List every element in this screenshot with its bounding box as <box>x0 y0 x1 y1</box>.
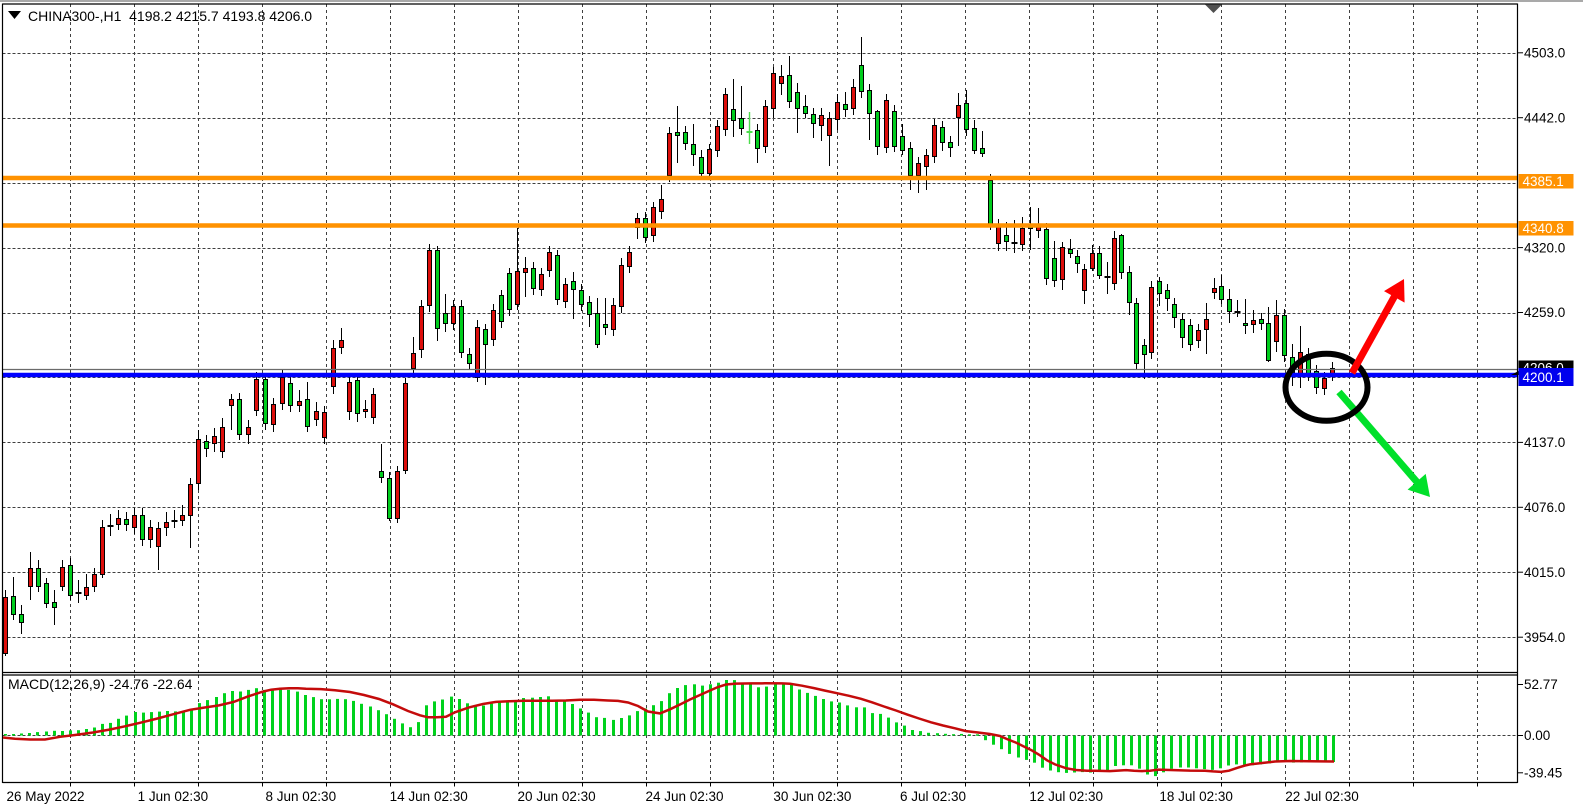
svg-text:MACD(12,26,9) -24.76 -22.64: MACD(12,26,9) -24.76 -22.64 <box>8 676 193 692</box>
svg-text:1 Jun 02:30: 1 Jun 02:30 <box>138 789 209 804</box>
svg-text:52.77: 52.77 <box>1524 677 1558 692</box>
svg-text:30 Jun 02:30: 30 Jun 02:30 <box>773 789 851 804</box>
svg-text:24 Jun 02:30: 24 Jun 02:30 <box>645 789 723 804</box>
svg-text:4503.0: 4503.0 <box>1524 46 1565 61</box>
svg-text:3954.0: 3954.0 <box>1524 630 1565 645</box>
svg-text:12 Jul 02:30: 12 Jul 02:30 <box>1029 789 1103 804</box>
svg-text:8 Jun 02:30: 8 Jun 02:30 <box>266 789 337 804</box>
svg-text:0.00: 0.00 <box>1524 728 1550 743</box>
svg-text:4200.1: 4200.1 <box>1523 370 1564 385</box>
svg-text:4259.0: 4259.0 <box>1524 305 1565 320</box>
svg-text:6 Jul 02:30: 6 Jul 02:30 <box>900 789 966 804</box>
svg-text:4340.8: 4340.8 <box>1523 221 1564 236</box>
svg-text:26 May 2022: 26 May 2022 <box>6 789 84 804</box>
svg-text:22 Jul 02:30: 22 Jul 02:30 <box>1285 789 1359 804</box>
svg-text:18 Jul 02:30: 18 Jul 02:30 <box>1159 789 1233 804</box>
svg-text:4076.0: 4076.0 <box>1524 500 1565 515</box>
svg-text:CHINA300-,H1 4198.2 4215.7 41: CHINA300-,H1 4198.2 4215.7 4193.8 4206.0 <box>28 8 312 24</box>
svg-text:4320.0: 4320.0 <box>1524 240 1565 255</box>
svg-text:4137.0: 4137.0 <box>1524 435 1565 450</box>
svg-text:4442.0: 4442.0 <box>1524 110 1565 125</box>
svg-text:4015.0: 4015.0 <box>1524 565 1565 580</box>
svg-text:4385.1: 4385.1 <box>1523 174 1564 189</box>
svg-text:14 Jun 02:30: 14 Jun 02:30 <box>390 789 468 804</box>
svg-text:20 Jun 02:30: 20 Jun 02:30 <box>518 789 596 804</box>
svg-text:-39.45: -39.45 <box>1524 766 1562 781</box>
